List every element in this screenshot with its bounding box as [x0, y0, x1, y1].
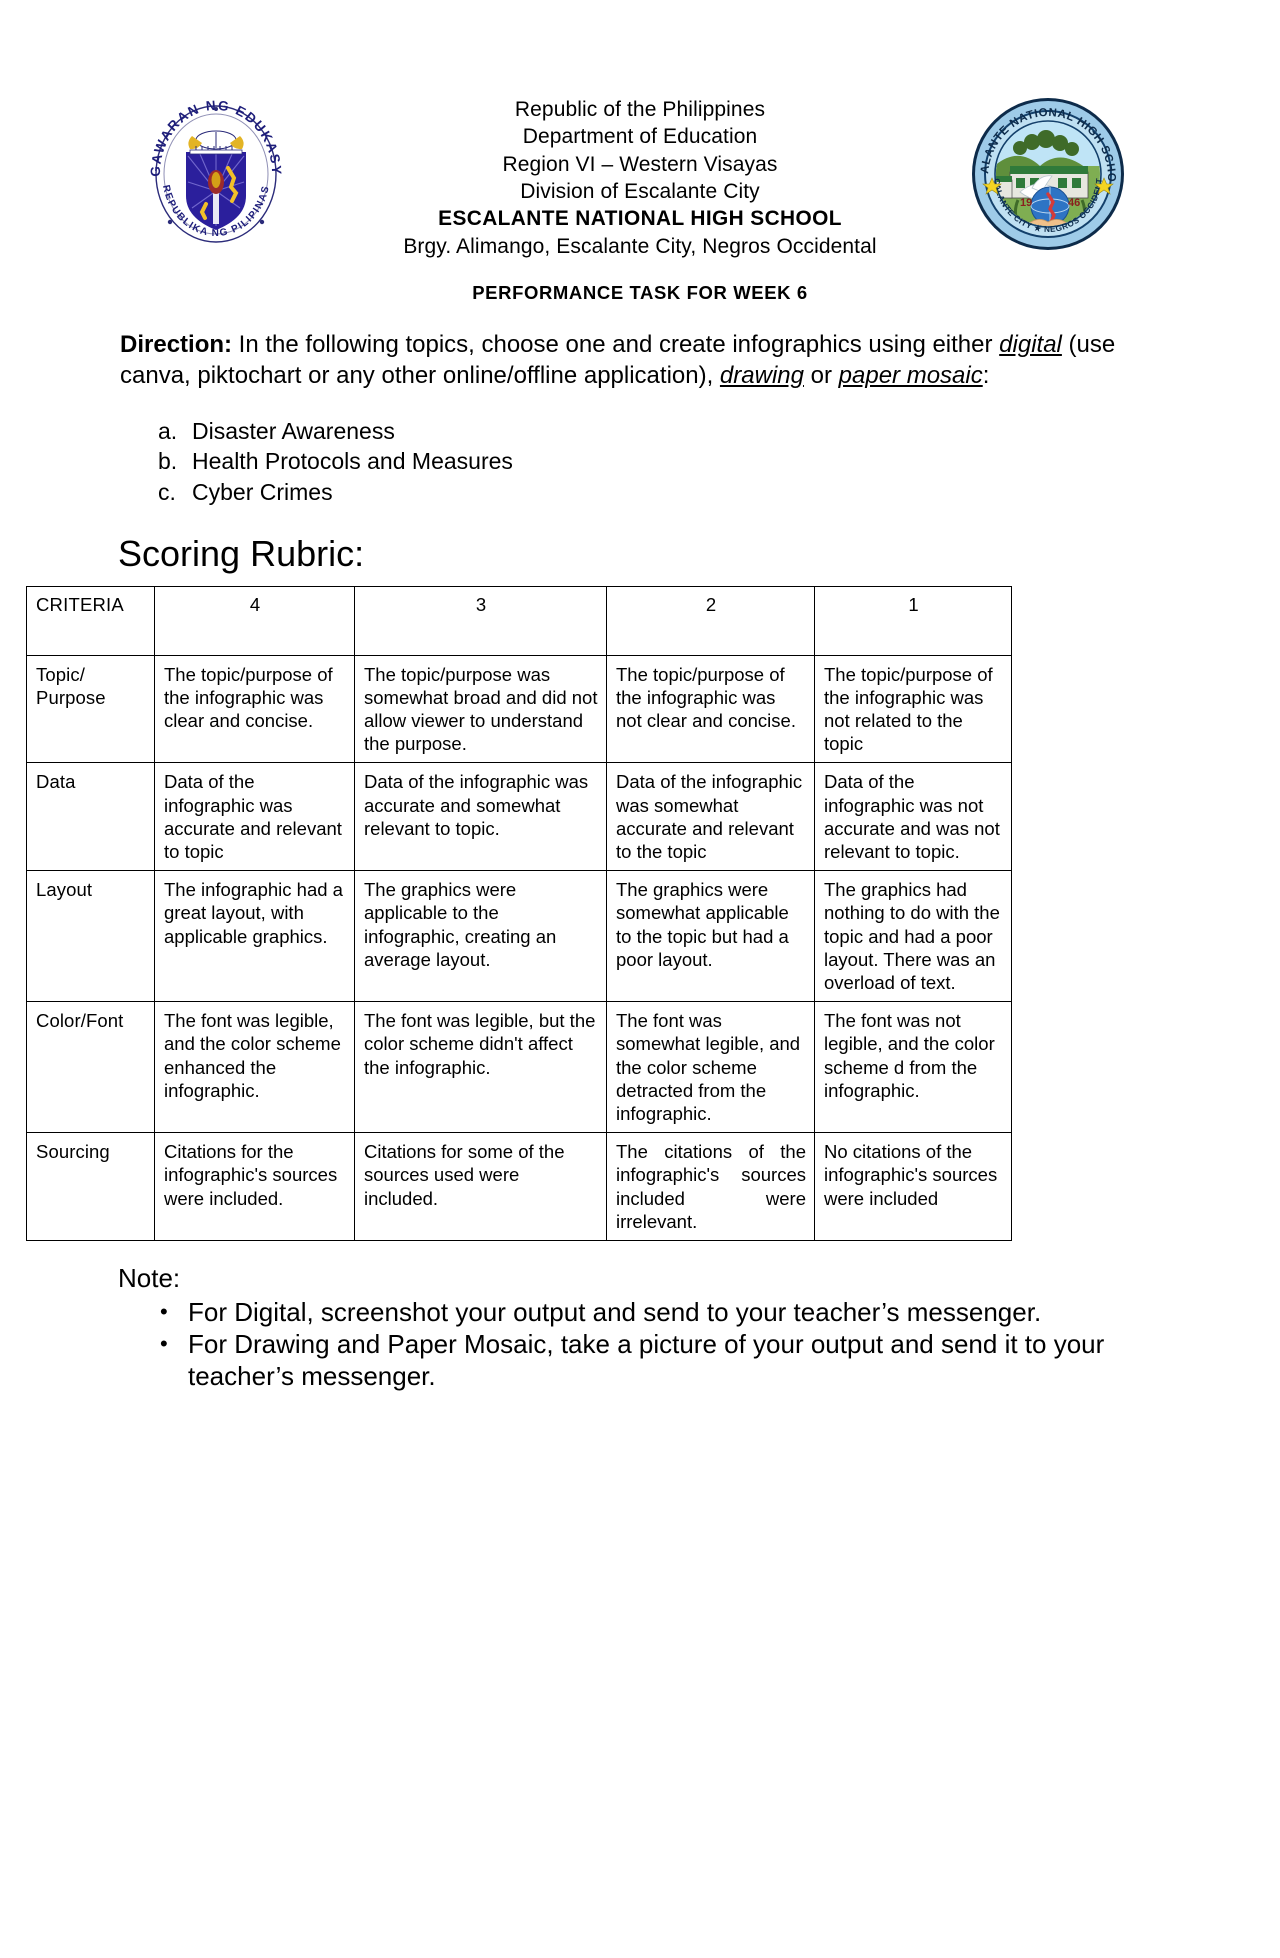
table-header-row: CRITERIA 4 3 2 1 [26, 585, 1012, 656]
topic-label: Health Protocols and Measures [192, 448, 513, 475]
cell-color-font-2: The font was somewhat legible, and the c… [606, 1001, 815, 1134]
criteria-name-topic-purpose: Topic/ Purpose [26, 654, 155, 764]
list-item: a. Disaster Awareness [158, 417, 1280, 445]
column-header-criteria: CRITERIA [26, 585, 155, 656]
bullet-icon: • [160, 1331, 168, 1357]
table-row: Color/Font The font was legible, and the… [26, 1001, 1012, 1134]
column-header-score-1: 1 [814, 585, 1012, 656]
bullet-icon: • [160, 1298, 168, 1324]
direction-text-1: In the following topics, choose one and … [232, 331, 1000, 358]
list-item: • For Drawing and Paper Mosaic, take a p… [160, 1329, 1190, 1392]
direction-label: Direction: [120, 331, 233, 358]
cell-layout-3: The graphics were applicable to the info… [354, 870, 607, 1003]
criteria-name-layout: Layout [26, 870, 155, 1003]
list-item: b. Health Protocols and Measures [158, 447, 1280, 475]
letterhead: KAGAWARAN NG EDUKASYON REPUBLIKA NG PILI… [0, 0, 1280, 258]
cell-topic-purpose-3: The topic/purpose was somewhat broad and… [354, 654, 607, 764]
direction-text-3: or [803, 361, 839, 389]
topic-label: Cyber Crimes [192, 478, 333, 505]
performance-task-title: PERFORMANCE TASK FOR WEEK 6 [472, 282, 808, 303]
cell-topic-purpose-1: The topic/purpose of the infographic was… [814, 654, 1012, 764]
topic-list: a. Disaster Awareness b. Health Protocol… [158, 417, 1280, 505]
scoring-rubric-table: CRITERIA 4 3 2 1 Topic/ Purpose The topi… [26, 585, 1012, 1242]
letterhead-school-name: ESCALANTE NATIONAL HIGH SCHOOL [438, 206, 842, 231]
criteria-name-color-font: Color/Font [26, 1001, 155, 1134]
topic-marker: b. [158, 448, 178, 475]
direction-paragraph: Direction: In the following topics, choo… [120, 330, 1130, 391]
criteria-name-sourcing: Sourcing [26, 1132, 155, 1242]
cell-data-4: Data of the infographic was accurate and… [154, 762, 355, 872]
topic-marker: c. [158, 478, 176, 505]
criteria-line-1: Topic/ [36, 663, 85, 685]
cell-sourcing-4: Citations for the infographic's sources … [154, 1132, 355, 1242]
cell-layout-1: The graphics had nothing to do with the … [814, 870, 1012, 1003]
letterhead-line-department: Department of Education [522, 125, 758, 149]
direction-emphasis-digital: digital [999, 331, 1062, 358]
svg-text:19: 19 [1020, 197, 1032, 209]
list-item: • For Digital, screenshot your output an… [160, 1297, 1190, 1329]
cell-color-font-3: The font was legible, but the color sche… [354, 1001, 607, 1134]
deped-seal-icon: KAGAWARAN NG EDUKASYON REPUBLIKA NG PILI… [134, 84, 292, 248]
letterhead-line-division: Division of Escalante City [520, 179, 760, 203]
note-item-text: For Drawing and Paper Mosaic, take a pic… [188, 1329, 1105, 1392]
table-row: Layout The infographic had a great layou… [26, 870, 1012, 1003]
scoring-rubric-heading: Scoring Rubric: [118, 532, 365, 574]
school-seal-icon: 19 46 ESCALANTE NATIONAL HIGH SCHOOL ESC… [965, 87, 1126, 252]
cell-sourcing-2: The citations of the infographic's sourc… [606, 1132, 815, 1242]
cell-data-1: Data of the infographic was not accurate… [814, 762, 1012, 872]
note-list: • For Digital, screenshot your output an… [118, 1297, 1280, 1393]
table-row: Sourcing Citations for the infographic's… [26, 1132, 1012, 1242]
cell-color-font-4: The font was legible, and the color sche… [154, 1001, 355, 1134]
svg-text:46: 46 [1068, 197, 1080, 209]
cell-data-3: Data of the infographic was accurate and… [354, 762, 607, 872]
topic-label: Disaster Awareness [192, 418, 395, 445]
cell-sourcing-1: No citations of the infographic's source… [814, 1132, 1012, 1242]
criteria-line-2: Purpose [36, 686, 106, 708]
note-section: Note: • For Digital, screenshot your out… [118, 1263, 1280, 1393]
note-label: Note: [118, 1263, 181, 1294]
topic-marker: a. [158, 418, 178, 445]
note-item-text: For Digital, screenshot your output and … [188, 1296, 1042, 1327]
cell-topic-purpose-4: The topic/purpose of the infographic was… [154, 654, 355, 764]
table-row: Topic/ Purpose The topic/purpose of the … [26, 654, 1012, 764]
cell-color-font-1: The font was not legible, and the color … [814, 1001, 1012, 1134]
direction-emphasis-drawing: drawing [719, 361, 804, 389]
cell-layout-4: The infographic had a great layout, with… [154, 870, 355, 1003]
direction-emphasis-paper-mosaic: paper mosaic [838, 361, 983, 389]
cell-data-2: Data of the infographic was somewhat acc… [606, 762, 815, 872]
letterhead-line-republic: Republic of the Philippines [514, 98, 766, 121]
list-item: c. Cyber Crimes [158, 478, 1280, 506]
letterhead-address: Brgy. Alimango, Escalante City, Negros O… [403, 235, 877, 259]
column-header-score-4: 4 [154, 585, 355, 656]
direction-text-4: : [982, 361, 990, 389]
letterhead-text-block: Republic of the Philippines Department o… [0, 96, 1280, 260]
cell-layout-2: The graphics were somewhat applicable to… [606, 870, 815, 1003]
criteria-name-data: Data [26, 762, 155, 872]
letterhead-line-region: Region VI – Western Visayas [502, 152, 778, 176]
column-header-score-2: 2 [606, 585, 815, 656]
table-row: Data Data of the infographic was accurat… [26, 762, 1012, 872]
column-header-score-3: 3 [354, 585, 607, 656]
cell-topic-purpose-2: The topic/purpose of the infographic was… [606, 654, 815, 764]
direction-text-2: (use canva, piktochart or any other onli… [120, 331, 1116, 389]
cell-sourcing-3: Citations for some of the sources used w… [354, 1132, 607, 1242]
